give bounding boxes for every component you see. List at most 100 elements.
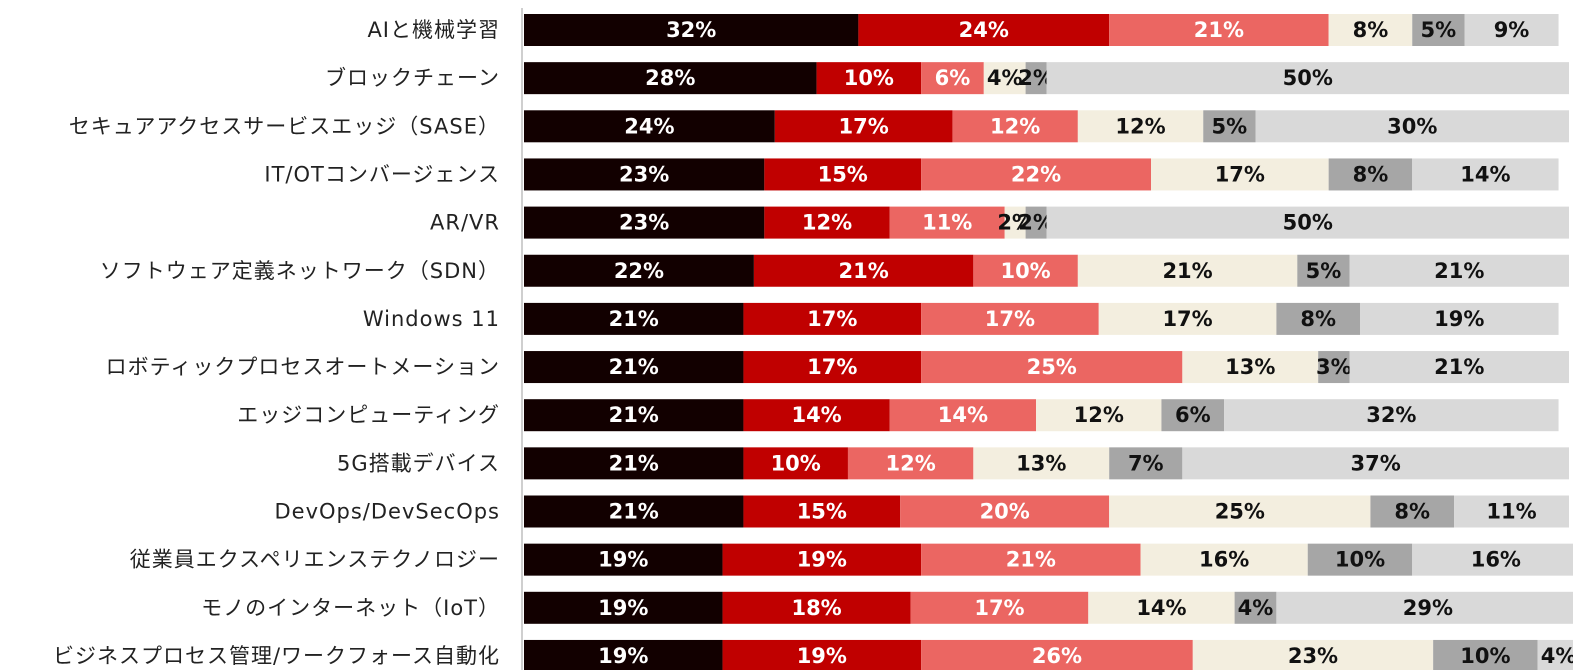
value-label: 8% (1300, 307, 1336, 331)
bar-segment (1098, 302, 1277, 335)
value-label: 4% (987, 66, 1023, 90)
bar-segment (764, 158, 922, 191)
category-label: AR/VR (430, 211, 500, 235)
value-label: 32% (1366, 403, 1416, 427)
value-label: 19% (797, 644, 847, 668)
value-label: 13% (1225, 355, 1275, 379)
value-label: 21% (1434, 355, 1484, 379)
bar-segment (921, 62, 984, 95)
bar-segment (1412, 543, 1573, 576)
bar-segment (921, 351, 1183, 384)
value-label: 8% (1394, 500, 1430, 524)
bar-segment (524, 110, 775, 143)
value-label: 23% (1288, 644, 1338, 668)
bar-segment (722, 543, 922, 576)
bar-segment (743, 495, 901, 528)
bar-segment (774, 110, 953, 143)
bar-segment (921, 158, 1151, 191)
value-label: 10% (1335, 548, 1385, 572)
bar-segment (524, 543, 723, 576)
bar-segment (1182, 447, 1569, 480)
bar-segment (524, 14, 859, 46)
bar-segment (524, 639, 723, 670)
category-label: 5G搭載デバイス (337, 451, 500, 475)
bar-segment (722, 591, 911, 624)
bar-segment (764, 206, 890, 239)
value-label: 21% (609, 355, 659, 379)
value-label: 22% (1011, 162, 1061, 186)
bar-segment (1046, 206, 1569, 239)
value-label: 10% (1460, 644, 1510, 668)
bar-segment (1412, 158, 1559, 191)
value-label: 50% (1283, 211, 1333, 235)
bar-segment (524, 302, 744, 335)
value-label: 29% (1403, 596, 1453, 620)
category-label: IT/OTコンバージェンス (264, 162, 500, 186)
value-label: 17% (985, 307, 1035, 331)
bar-segment (1318, 351, 1350, 384)
bar-segment (743, 351, 922, 384)
bar-segment (1360, 302, 1559, 335)
bar-segment (1004, 206, 1026, 239)
bar-segment (1182, 351, 1319, 384)
bar-segment (1276, 591, 1573, 624)
bar-segment (889, 399, 1037, 432)
bar-segment (1433, 639, 1538, 670)
bar-segment (900, 495, 1110, 528)
value-label: 19% (598, 644, 648, 668)
bar-segment (524, 399, 744, 432)
bar-segment (524, 62, 817, 95)
bar-segment (1349, 254, 1569, 287)
value-label: 19% (598, 596, 648, 620)
value-label: 14% (791, 403, 841, 427)
value-label: 19% (598, 548, 648, 572)
value-label: 17% (1215, 162, 1265, 186)
value-label: 15% (797, 500, 847, 524)
value-label: 25% (1215, 500, 1265, 524)
bar-segment (1224, 399, 1559, 432)
category-label: ブロックチェーン (325, 66, 500, 90)
value-label: 16% (1471, 548, 1521, 572)
bar-segment (524, 254, 754, 287)
bar-segment (743, 399, 890, 432)
value-label: 50% (1283, 66, 1333, 90)
value-label: 21% (609, 403, 659, 427)
value-label: 10% (1000, 259, 1050, 283)
value-label: 18% (791, 596, 841, 620)
value-label: 14% (1136, 596, 1186, 620)
value-label: 4% (1238, 596, 1274, 620)
category-label: 従業員エクスペリエンステクノロジー (130, 548, 500, 572)
value-label: 5% (1212, 114, 1248, 138)
bar-segment (1276, 302, 1360, 335)
value-label: 21% (1434, 259, 1484, 283)
value-label: 22% (614, 259, 664, 283)
value-label: 32% (666, 18, 716, 42)
bar-segment (1464, 14, 1559, 46)
category-label: ソフトウェア定義ネットワーク（SDN） (100, 259, 500, 283)
category-label: AIと機械学習 (367, 18, 500, 42)
value-label: 11% (922, 211, 972, 235)
value-label: 28% (645, 66, 695, 90)
bar-segment (1036, 399, 1162, 432)
value-label: 12% (1115, 114, 1165, 138)
value-label: 21% (609, 500, 659, 524)
bar-segment (1412, 14, 1465, 46)
bar-segment (1109, 495, 1371, 528)
value-label: 23% (619, 162, 669, 186)
value-label: 8% (1353, 162, 1389, 186)
value-label: 8% (1353, 18, 1389, 42)
value-label: 15% (818, 162, 868, 186)
bar-segment (524, 351, 744, 384)
bar-segment (524, 495, 744, 528)
value-label: 14% (1460, 162, 1510, 186)
value-label: 12% (886, 451, 936, 475)
bar-segment (524, 206, 765, 239)
category-label: DevOps/DevSecOps (274, 500, 500, 524)
value-label: 9% (1494, 18, 1530, 42)
value-label: 30% (1387, 114, 1437, 138)
category-label: ビジネスプロセス管理/ワークフォース自動化 (53, 644, 500, 668)
value-label: 17% (807, 307, 857, 331)
value-label: 14% (938, 403, 988, 427)
value-label: 11% (1486, 500, 1536, 524)
value-label: 21% (838, 259, 888, 283)
